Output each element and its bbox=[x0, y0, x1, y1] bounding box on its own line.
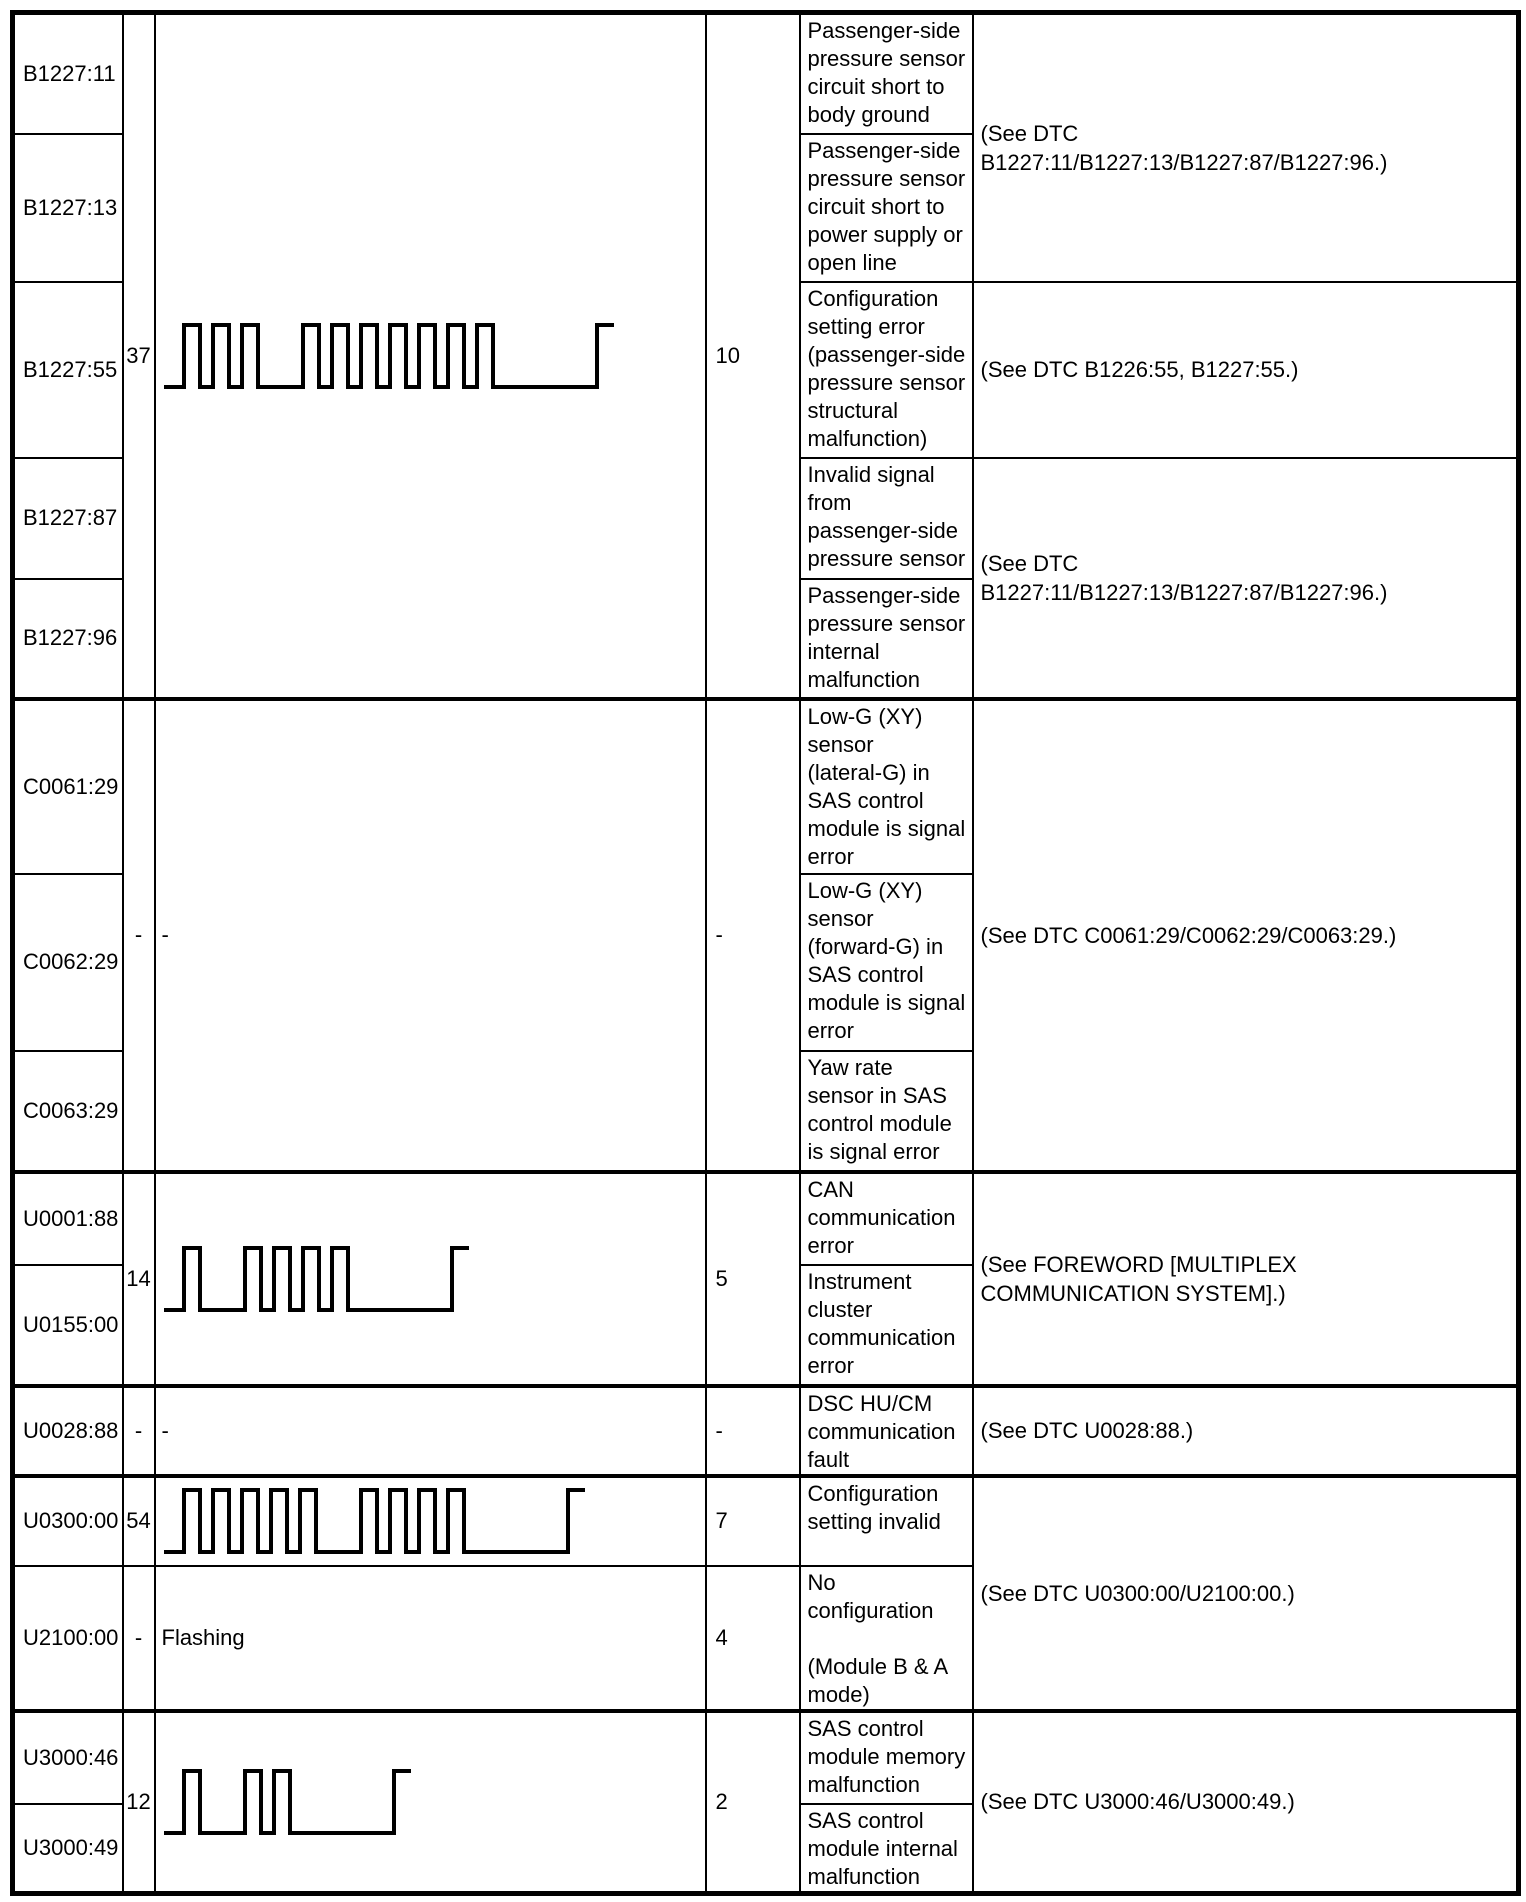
dtc-cell: U0155:00 bbox=[11, 1263, 124, 1387]
flash-code-cell: 10 bbox=[704, 11, 801, 700]
dtc-cell: B1227:96 bbox=[11, 577, 124, 700]
dtc-cell: U2100:00 bbox=[11, 1564, 124, 1712]
flash-pattern-cell: - bbox=[153, 696, 707, 1173]
flash-pattern-cell bbox=[153, 1169, 707, 1387]
description-cell: Low-G (XY) sensor (forward-G) in SAS con… bbox=[798, 872, 974, 1052]
flash-code-cell: - bbox=[704, 696, 801, 1173]
description-cell: Yaw rate sensor in SAS control module is… bbox=[798, 1049, 974, 1173]
reference-cell: (See DTC U0300:00/U2100:00.) bbox=[971, 1473, 1520, 1712]
dtc-cell: C0061:29 bbox=[11, 696, 124, 875]
flash-code-cell: 2 bbox=[704, 1708, 801, 1895]
description-cell: Instrument cluster communication error bbox=[798, 1263, 974, 1387]
description-cell: DSC HU/CM communication fault bbox=[798, 1383, 974, 1477]
flash-code-cell: 5 bbox=[704, 1169, 801, 1387]
description-cell: Passenger-side pressure sensor internal … bbox=[798, 577, 974, 700]
description-cell: Invalid signal from passenger-side press… bbox=[798, 456, 974, 580]
flash-code-cell: 4 bbox=[704, 1564, 801, 1712]
description-cell: SAS control module memory malfunction bbox=[798, 1708, 974, 1805]
dtc-cell: U0300:00 bbox=[11, 1473, 124, 1567]
dtc-cell: U0001:88 bbox=[11, 1169, 124, 1266]
description-cell: CAN communication error bbox=[798, 1169, 974, 1266]
flash-pattern-waveform bbox=[162, 1766, 703, 1838]
flash-pattern-cell bbox=[153, 1708, 707, 1895]
reference-cell: (See DTC U3000:46/U3000:49.) bbox=[971, 1708, 1520, 1895]
description-cell: SAS control module internal malfunction bbox=[798, 1802, 974, 1895]
reference-cell: (See DTC C0061:29/C0062:29/C0063:29.) bbox=[971, 696, 1520, 1173]
dtc-cell: B1227:55 bbox=[11, 280, 124, 459]
dtc-cell: U3000:46 bbox=[11, 1708, 124, 1805]
flash-count-cell: 14 bbox=[121, 1169, 156, 1387]
description-cell: Configuration setting invalid bbox=[798, 1473, 974, 1567]
flash-pattern-waveform bbox=[162, 1243, 703, 1315]
flash-code-cell: - bbox=[704, 1383, 801, 1477]
dtc-cell: C0063:29 bbox=[11, 1049, 124, 1173]
flash-pattern-cell bbox=[153, 1473, 707, 1567]
flash-count-cell: 12 bbox=[121, 1708, 156, 1895]
description-cell: Low-G (XY) sensor (lateral-G) in SAS con… bbox=[798, 696, 974, 875]
description-cell: Configuration setting error (passenger-s… bbox=[798, 280, 974, 459]
flash-pattern-cell: - bbox=[153, 1383, 707, 1477]
description-cell: Passenger-side pressure sensor circuit s… bbox=[798, 132, 974, 283]
flash-pattern-cell: Flashing bbox=[153, 1564, 707, 1712]
description-cell: No configuration (Module B & A mode) bbox=[798, 1564, 974, 1712]
flash-count-cell: - bbox=[121, 1383, 156, 1477]
flash-count-cell: 54 bbox=[121, 1473, 156, 1567]
reference-cell: (See DTC B1227:11/B1227:13/B1227:87/B122… bbox=[971, 11, 1520, 283]
reference-cell: (See DTC B1227:11/B1227:13/B1227:87/B122… bbox=[971, 456, 1520, 700]
flash-pattern-waveform bbox=[162, 320, 703, 392]
flash-pattern-cell bbox=[153, 11, 707, 700]
reference-cell: (See DTC B1226:55, B1227:55.) bbox=[971, 280, 1520, 459]
flash-code-cell: 7 bbox=[704, 1473, 801, 1567]
dtc-cell: B1227:87 bbox=[11, 456, 124, 580]
dtc-cell: U0028:88 bbox=[11, 1383, 124, 1477]
reference-cell: (See DTC U0028:88.) bbox=[971, 1383, 1520, 1477]
dtc-cell: B1227:13 bbox=[11, 132, 124, 283]
dtc-cell: C0062:29 bbox=[11, 872, 124, 1052]
reference-cell: (See FOREWORD [MULTIPLEX COMMUNICATION S… bbox=[971, 1169, 1520, 1387]
flash-count-cell: - bbox=[121, 1564, 156, 1712]
description-cell: Passenger-side pressure sensor circuit s… bbox=[798, 11, 974, 135]
flash-count-cell: - bbox=[121, 696, 156, 1173]
dtc-flash-code-table: B1227:11 37 10 Passenger-side pressure s… bbox=[10, 10, 1521, 1896]
flash-pattern-waveform bbox=[162, 1485, 703, 1557]
dtc-cell: B1227:11 bbox=[11, 11, 124, 135]
flash-count-cell: 37 bbox=[121, 11, 156, 700]
dtc-cell: U3000:49 bbox=[11, 1802, 124, 1895]
